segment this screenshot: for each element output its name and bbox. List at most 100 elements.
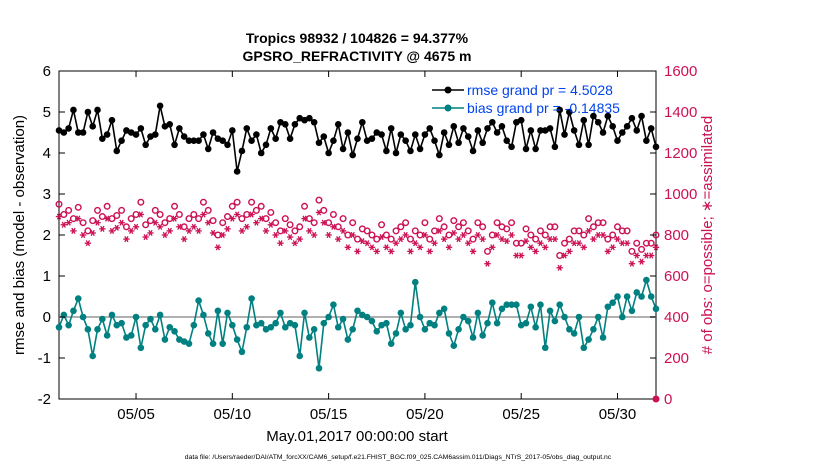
rmse-point	[599, 129, 607, 136]
y-right-tick-label: 200	[664, 350, 689, 367]
possible-obs-marker	[272, 219, 280, 227]
possible-obs-marker	[464, 227, 472, 235]
bias-point	[527, 303, 535, 311]
assimilated-obs-marker	[614, 236, 621, 243]
rmse-point	[84, 108, 92, 116]
bias-point	[416, 313, 424, 321]
possible-obs-marker	[387, 235, 395, 243]
possible-obs-marker	[94, 206, 102, 214]
assimilated-obs-marker	[118, 219, 125, 226]
rmse-point	[74, 129, 82, 136]
assimilated-obs-marker	[580, 244, 587, 251]
assimilated-obs-marker	[455, 236, 462, 243]
possible-obs-marker	[459, 219, 467, 227]
bias-point	[623, 293, 631, 300]
y-right-tick-label: 800	[664, 227, 689, 244]
bias-point	[132, 313, 140, 321]
rmse-point	[546, 125, 554, 132]
possible-obs-marker	[339, 215, 347, 223]
rmse-point	[113, 147, 121, 155]
assimilated-obs-marker	[291, 240, 299, 247]
bias-point	[585, 336, 592, 343]
y-left-tick-label: -1	[38, 350, 51, 367]
rmse-point	[474, 127, 482, 134]
rmse-point	[339, 145, 347, 153]
rmse-point	[493, 129, 501, 136]
y-left-tick-label: 3	[43, 186, 51, 203]
rmse-point	[118, 137, 125, 144]
bias-point	[411, 278, 419, 286]
rmse-point	[551, 143, 559, 151]
bias-point	[594, 313, 602, 321]
rmse-point	[137, 125, 145, 132]
possible-obs-marker	[397, 223, 405, 231]
assimilated-obs-marker	[373, 248, 380, 255]
possible-obs-marker	[98, 213, 106, 221]
rmse-point	[190, 137, 198, 144]
rmse-point	[522, 145, 530, 153]
bias-point	[508, 301, 515, 309]
rmse-point	[70, 106, 77, 114]
rmse-point	[257, 149, 265, 157]
rmse-point	[359, 118, 366, 126]
bias-point	[652, 305, 660, 313]
rmse-point	[310, 118, 318, 126]
bias-point	[214, 307, 222, 315]
bias-point	[171, 328, 178, 335]
possible-obs-marker	[623, 227, 631, 235]
assimilated-obs-marker	[75, 215, 82, 222]
assimilated-obs-marker	[638, 258, 645, 265]
assimilated-obs-marker	[484, 260, 491, 267]
assimilated-obs-marker	[214, 244, 222, 251]
rmse-point	[156, 102, 164, 110]
possible-obs-marker	[248, 198, 256, 206]
possible-obs-marker	[127, 215, 135, 223]
assimilated-obs-marker	[647, 252, 655, 259]
rmse-point	[643, 137, 650, 144]
rmse-point	[469, 147, 477, 155]
y-left-tick-label: 5	[43, 104, 51, 121]
bias-point	[320, 319, 328, 327]
assimilated-obs-marker	[330, 223, 337, 230]
chart-title-line1: Tropics 98932 / 104826 = 94.377%	[246, 30, 469, 46]
bias-point	[436, 309, 443, 317]
possible-obs-marker	[585, 215, 593, 223]
assimilated-obs-marker	[436, 227, 443, 234]
rmse-point	[517, 116, 525, 124]
bias-point	[99, 315, 106, 323]
possible-obs-marker	[638, 245, 646, 253]
bias-point	[484, 319, 491, 327]
rmse-point	[151, 131, 159, 138]
possible-obs-marker	[310, 219, 318, 227]
assimilated-obs-marker	[465, 240, 472, 247]
rmse-point	[344, 129, 352, 136]
possible-obs-marker	[565, 235, 573, 243]
assimilated-obs-marker	[209, 229, 217, 237]
rmse-point	[609, 123, 616, 130]
assimilated-obs-marker	[532, 248, 539, 255]
possible-obs-marker	[594, 219, 602, 227]
assimilated-obs-marker	[503, 238, 510, 245]
assimilated-obs-marker	[152, 219, 159, 226]
rmse-point	[200, 131, 207, 138]
bias-point	[387, 340, 395, 347]
y-right-tick-label: 600	[664, 268, 689, 285]
assimilated-obs-marker	[383, 244, 390, 251]
bias-point	[267, 323, 275, 331]
legend-rmse-marker	[444, 86, 452, 94]
bias-point	[301, 309, 308, 317]
possible-obs-marker	[421, 219, 429, 227]
y-right-tick-label: 1400	[664, 104, 697, 121]
bias-point	[580, 344, 588, 352]
rmse-point	[79, 129, 87, 136]
rmse-point	[378, 131, 385, 138]
assimilated-obs-marker	[590, 236, 597, 243]
x-tick-label: 05/25	[502, 406, 540, 423]
possible-obs-marker	[618, 227, 626, 235]
bias-point	[257, 319, 265, 327]
rmse-point	[440, 129, 448, 136]
possible-obs-marker	[493, 219, 501, 227]
assimilated-obs-marker	[195, 227, 202, 234]
possible-obs-marker	[349, 219, 357, 227]
